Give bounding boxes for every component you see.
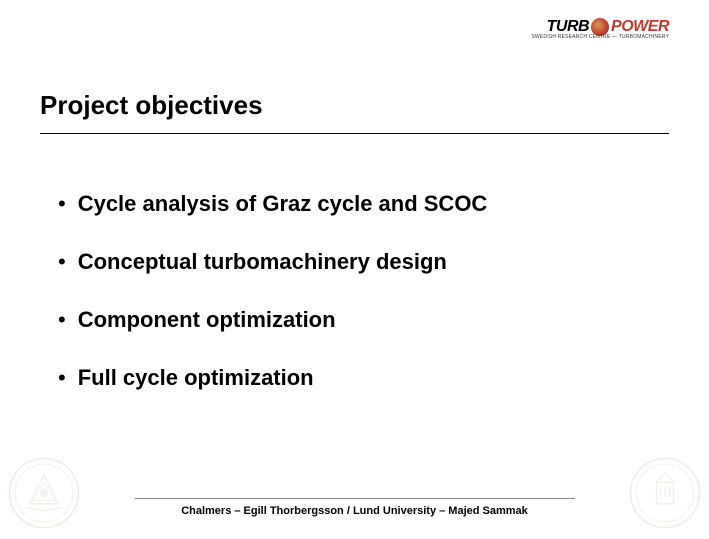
list-item: • Component optimization	[58, 306, 649, 334]
bullet-text: Conceptual turbomachinery design	[78, 248, 447, 276]
bullet-icon: •	[58, 190, 66, 218]
title-area: Project objectives	[40, 90, 669, 134]
logo-subtitle: SWEDISH RESEARCH CENTRE — TURBOMACHINERY	[531, 34, 669, 40]
bullet-icon: •	[58, 364, 66, 392]
bullet-text: Component optimization	[78, 306, 336, 334]
list-item: • Full cycle optimization	[58, 364, 649, 392]
title-underline	[40, 133, 669, 134]
bullet-list: • Cycle analysis of Graz cycle and SCOC …	[58, 190, 649, 422]
chalmers-seal-icon	[8, 457, 80, 529]
footer: Chalmers – Egill Thorbergsson / Lund Uni…	[0, 498, 709, 517]
page-title: Project objectives	[40, 90, 669, 121]
turbopower-logo: TURB POWER SWEDISH RESEARCH CENTRE — TUR…	[531, 18, 669, 40]
lund-seal-icon	[629, 457, 701, 529]
footer-attribution: Chalmers – Egill Thorbergsson / Lund Uni…	[181, 505, 528, 517]
list-item: • Conceptual turbomachinery design	[58, 248, 649, 276]
bullet-text: Full cycle optimization	[78, 364, 314, 392]
bullet-icon: •	[58, 306, 66, 334]
list-item: • Cycle analysis of Graz cycle and SCOC	[58, 190, 649, 218]
bullet-icon: •	[58, 248, 66, 276]
bullet-text: Cycle analysis of Graz cycle and SCOC	[78, 190, 488, 218]
footer-rule	[135, 498, 575, 499]
